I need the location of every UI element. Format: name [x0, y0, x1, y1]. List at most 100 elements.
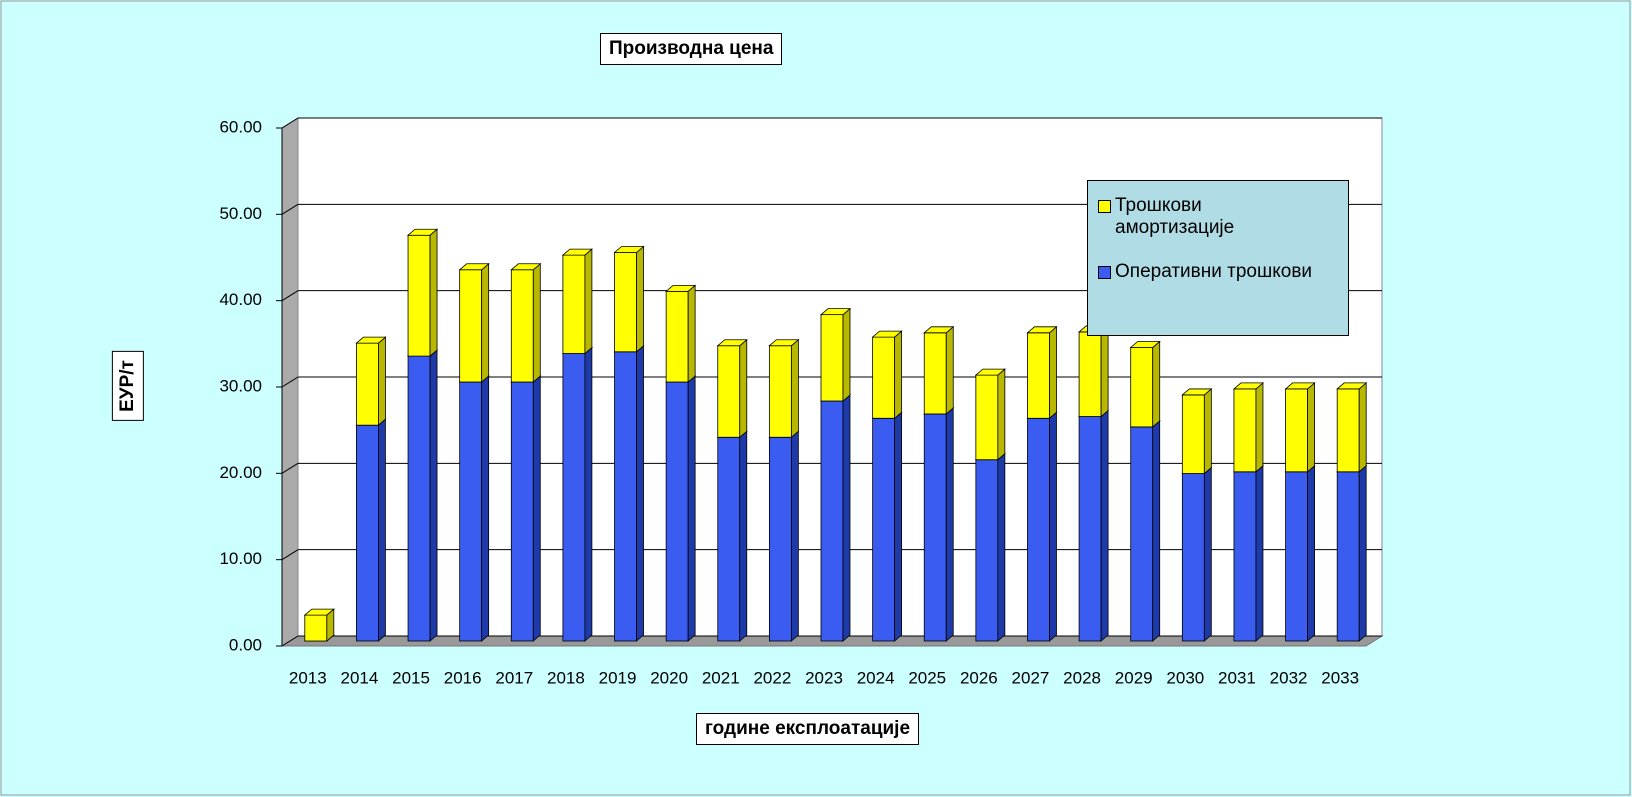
legend-item: Оперативни трошкови — [1098, 261, 1338, 283]
bar-side — [1203, 388, 1212, 475]
bar-segment — [819, 394, 852, 642]
bar-segment — [768, 430, 800, 642]
bar-side — [429, 349, 438, 642]
bar-segment — [665, 375, 697, 642]
grid-side — [281, 117, 299, 129]
bar-segment — [716, 430, 748, 642]
bar-top — [716, 339, 748, 347]
bar-front — [1285, 388, 1308, 473]
bar-front — [872, 336, 896, 419]
bar-segment — [1232, 382, 1265, 473]
bar-segment — [923, 407, 955, 642]
legend: Трошкови амортизације Оперативни трошкови — [1087, 180, 1349, 336]
bar-segment — [613, 344, 645, 642]
bar-top — [923, 326, 955, 334]
bar-side — [739, 430, 748, 642]
bar-top — [819, 308, 852, 316]
grid-side — [281, 462, 299, 474]
grid-side — [281, 635, 299, 647]
bar-top — [355, 336, 387, 344]
bar-front — [510, 381, 534, 642]
bar-segment — [1026, 325, 1058, 420]
bar-segment — [1078, 409, 1110, 642]
bar-side — [378, 336, 386, 427]
bar-front — [1336, 471, 1360, 642]
bar-front — [614, 351, 637, 642]
bar-top — [561, 248, 593, 256]
bar-top — [1336, 382, 1368, 390]
bar-side — [481, 375, 490, 642]
bar-top — [1181, 388, 1213, 396]
bar-side — [842, 307, 851, 402]
bar-front — [975, 459, 999, 642]
bar-front — [1130, 347, 1154, 428]
bar-side — [1152, 340, 1161, 428]
grid-line — [281, 117, 1382, 129]
bar-segment — [871, 330, 903, 420]
bar-front — [614, 252, 637, 353]
bar-side — [1255, 464, 1264, 642]
bar-front — [665, 290, 689, 383]
bar-side — [1049, 325, 1057, 420]
bar-side — [945, 325, 954, 415]
y-tick-label: 40.00 — [219, 290, 262, 309]
legend-item: Трошкови амортизације — [1098, 195, 1338, 239]
bar-side — [997, 368, 1006, 461]
grid-side — [281, 376, 299, 388]
bar-side — [687, 284, 696, 383]
bar-top — [768, 339, 800, 347]
bar-side — [1307, 464, 1315, 642]
bar-front — [562, 353, 586, 642]
bar-segment — [974, 452, 1006, 642]
bar-top — [458, 263, 490, 271]
grid-side — [281, 203, 299, 215]
bar-front — [562, 254, 586, 354]
bar-side — [997, 452, 1006, 642]
bar-front — [304, 614, 328, 642]
legend-label: Трошкови амортизације — [1115, 195, 1235, 238]
x-tick-label: 2021 — [702, 668, 740, 687]
bar-segment — [406, 349, 439, 642]
bar-side — [481, 262, 490, 383]
y-tick-label: 10.00 — [219, 549, 262, 568]
bar-front — [1027, 417, 1050, 642]
bar-top — [871, 330, 903, 338]
bar-segment — [1078, 325, 1110, 418]
x-tick-label: 2022 — [753, 668, 791, 687]
x-tick-label: 2015 — [392, 668, 430, 687]
chart-title: Производна цена — [600, 33, 783, 65]
bar-front — [356, 342, 379, 426]
bar-top — [1232, 382, 1265, 390]
bar-segment — [1181, 388, 1213, 475]
bar-side — [532, 262, 541, 383]
bar-segment — [355, 336, 387, 427]
bar-front — [872, 417, 896, 642]
x-tick-label: 2028 — [1063, 668, 1101, 687]
bar-segment — [458, 262, 490, 383]
y-tick-label: 50.00 — [219, 204, 262, 223]
x-tick-label: 2030 — [1166, 668, 1204, 687]
bar-side — [1100, 325, 1109, 418]
x-tick-label: 2029 — [1115, 668, 1153, 687]
bar-segment — [510, 375, 542, 642]
bar-side — [1255, 382, 1264, 473]
bar-side — [1049, 411, 1057, 642]
legend-swatch — [1098, 200, 1111, 213]
bar-front — [407, 234, 431, 357]
bar-segment — [871, 411, 903, 642]
bar-segment — [716, 338, 748, 439]
bar-segment — [1284, 382, 1316, 473]
x-tick-label: 2019 — [599, 668, 637, 687]
bar-front — [717, 436, 741, 642]
bar-side — [1100, 409, 1109, 642]
bar-front — [356, 424, 379, 642]
bar-front — [820, 400, 844, 642]
x-tick-label: 2020 — [650, 668, 688, 687]
bar-side — [894, 330, 903, 420]
bar-side — [1152, 420, 1161, 642]
legend-swatch — [1098, 266, 1111, 279]
bar-front — [665, 381, 689, 642]
bar-top — [613, 246, 645, 253]
